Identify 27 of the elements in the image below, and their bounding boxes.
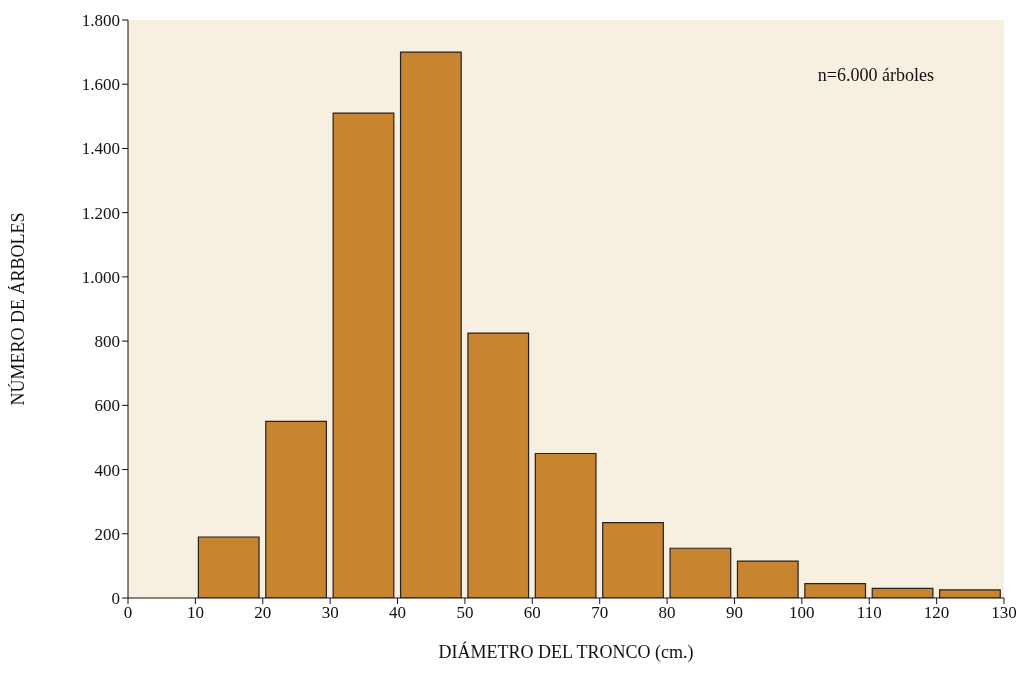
- x-tick-label: 90: [725, 603, 743, 623]
- x-tick-label: 50: [456, 603, 474, 623]
- x-tick-label: 20: [254, 603, 272, 623]
- y-tick-label: 1.200: [81, 203, 120, 223]
- y-tick-label: 800: [94, 332, 120, 352]
- x-tick-label: 130: [991, 603, 1017, 623]
- y-tick-label: 1.800: [81, 11, 120, 31]
- y-axis-title: NÚMERO DE ÁRBOLES: [7, 212, 29, 406]
- x-tick-label: 100: [789, 603, 815, 623]
- y-tick-label: 0: [111, 589, 120, 609]
- x-tick-label: 10: [186, 603, 204, 623]
- y-tick-label: 200: [94, 524, 120, 544]
- x-tick-label: 70: [591, 603, 609, 623]
- x-axis-title: DIÁMETRO DEL TRONCO (cm.): [438, 641, 694, 663]
- x-tick-label: 80: [658, 603, 676, 623]
- y-tick-label: 1.400: [81, 139, 120, 159]
- y-tick-label: 1.000: [81, 267, 120, 287]
- y-tick-label: 400: [94, 460, 120, 480]
- x-tick-label: 120: [923, 603, 950, 623]
- x-tick-label: 110: [856, 603, 882, 623]
- x-tick-label: 40: [389, 603, 407, 623]
- y-tick-label: 1.600: [81, 75, 120, 95]
- annotation: n=6.000 árboles: [817, 65, 934, 86]
- x-tick-label: 30: [321, 603, 339, 623]
- y-tick-label: 600: [94, 396, 120, 416]
- x-tick-label: 0: [123, 603, 133, 623]
- x-tick-label: 60: [523, 603, 541, 623]
